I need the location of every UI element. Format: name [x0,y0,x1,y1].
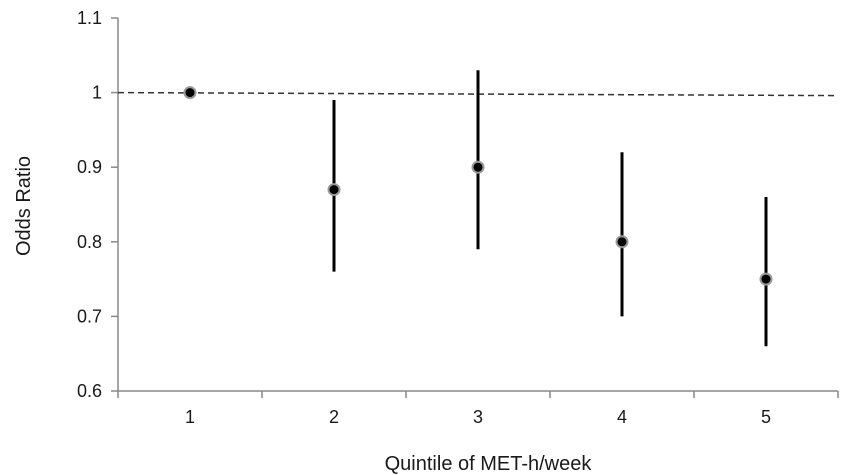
data-points [183,86,773,286]
y-axis-title: Odds Ratio [13,156,35,256]
y-tick-label: 1.1 [77,8,102,28]
data-point [327,183,341,197]
data-point [615,235,629,249]
y-tick-label: 1 [92,83,102,103]
x-tick-label: 2 [329,407,339,427]
y-tick-label: 0.6 [77,381,102,401]
axes [111,17,839,398]
x-tick-label: 1 [185,407,195,427]
data-point [471,160,485,174]
error-bars [332,70,768,347]
data-point [759,272,773,286]
y-tick-label: 0.8 [77,232,102,252]
x-tick-label: 3 [473,407,483,427]
y-tick-label: 0.9 [77,157,102,177]
x-tick-label: 4 [617,407,627,427]
x-axis-title: Quintile of MET-h/week [385,453,593,475]
data-point [183,86,197,100]
y-tick-label: 0.7 [77,306,102,326]
x-tick-label: 5 [761,407,771,427]
tick-labels: 0.6 0.7 0.8 0.9 1 1.1 1 2 3 4 5 [77,8,771,427]
